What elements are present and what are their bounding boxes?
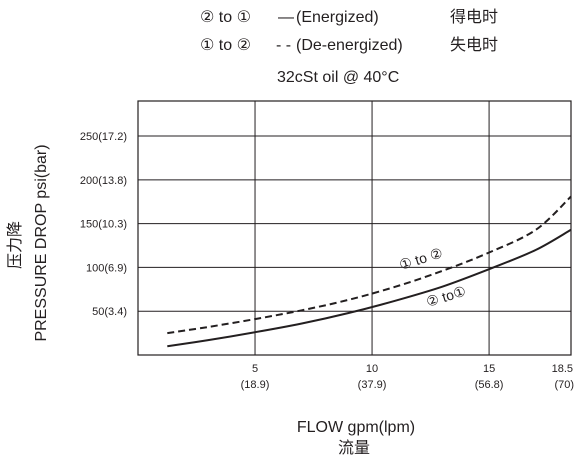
- legend-style-energized: —: [278, 9, 294, 26]
- y-axis-title-cn: 压力降: [6, 221, 24, 269]
- x-tick-label: 18.5: [552, 363, 573, 375]
- legend-route-deenergized: ① to ②: [200, 37, 251, 54]
- test-condition: 32cSt oil @ 40°C: [277, 69, 399, 86]
- x-tick-labels: 5 (18.9) 10 (37.9) 15 (56.8) 18.5 (70): [241, 363, 574, 391]
- x-tick-sublabel: (18.9): [241, 379, 270, 391]
- y-tick-labels: 50(3.4) 100(6.9) 150(10.3) 200(13.8) 250(17.…: [80, 131, 127, 318]
- legend-route-energized: ② to ①: [200, 9, 251, 26]
- legend-style-deenergized: - -: [276, 37, 291, 54]
- y-tick-label: 150(10.3): [80, 219, 127, 231]
- x-axis-title-cn: 流量: [338, 439, 370, 457]
- x-axis-title: FLOW gpm(lpm): [297, 419, 415, 436]
- series-lines: [167, 195, 572, 348]
- annotation-series-1: ① to ②: [397, 245, 444, 273]
- series-line-dashed: [167, 195, 572, 335]
- legend-cn-energized: 得电时: [450, 8, 498, 26]
- legend-desc-deenergized: (De-energized): [296, 37, 403, 54]
- legend-cn-deenergized: 失电时: [450, 36, 498, 54]
- legend: ② to ① — (Energized) 得电时 ① to ② - - (De-…: [200, 8, 498, 54]
- x-tick-sublabel: (70): [554, 379, 574, 391]
- y-tick-label: 250(17.2): [80, 131, 127, 143]
- plot-frame: [137, 100, 572, 356]
- x-tick-label: 10: [366, 363, 378, 375]
- x-tick-sublabel: (37.9): [358, 379, 387, 391]
- series-line-solid: [167, 228, 572, 348]
- y-tick-label: 50(3.4): [92, 306, 127, 318]
- legend-desc-energized: (Energized): [296, 9, 379, 26]
- x-tick-label: 5: [252, 363, 258, 375]
- y-tick-label: 200(13.8): [80, 175, 127, 187]
- y-axis-title: PRESSURE DROP psi(bar): [33, 144, 50, 341]
- x-tick-label: 15: [483, 363, 495, 375]
- annotation-series-2: ② to①: [424, 283, 468, 310]
- grid-lines: [138, 101, 571, 355]
- x-tick-sublabel: (56.8): [475, 379, 504, 391]
- y-tick-label: 100(6.9): [86, 262, 127, 274]
